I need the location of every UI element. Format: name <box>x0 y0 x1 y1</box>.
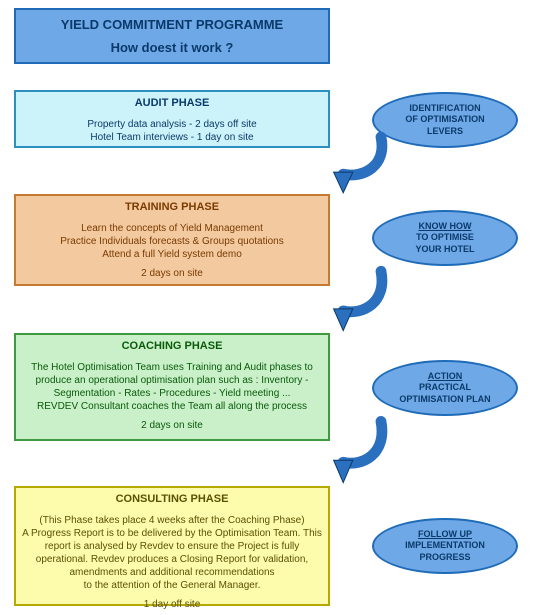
ellipse-action: ACTIONPRACTICALOPTIMISATION PLAN <box>372 360 518 416</box>
ellipse-line: PROGRESS <box>419 552 470 563</box>
phase-training: TRAINING PHASE Learn the concepts of Yie… <box>14 194 330 286</box>
phase-footer: 2 days on site <box>22 267 322 280</box>
ellipse-knowhow: KNOW HOWTO OPTIMISEYOUR HOTEL <box>372 210 518 266</box>
ellipse-line: PRACTICAL <box>419 382 471 393</box>
curved-arrow-icon <box>330 132 390 194</box>
ellipse-line: YOUR HOTEL <box>415 244 474 255</box>
phase-title: AUDIT PHASE <box>22 96 322 110</box>
ellipse-line: OPTIMISATION PLAN <box>399 394 490 405</box>
ellipse-line: TO OPTIMISE <box>416 232 474 243</box>
phase-body: (This Phase takes place 4 weeks after th… <box>22 514 322 592</box>
header-subtitle: How doest it work ? <box>111 40 234 55</box>
ellipse-line: LEVERS <box>427 126 463 137</box>
ellipse-line: OF OPTIMISATION <box>405 114 484 125</box>
header-title: YIELD COMMITMENT PROGRAMME <box>61 17 283 32</box>
phase-coaching: COACHING PHASE The Hotel Optimisation Te… <box>14 333 330 441</box>
phase-body: Learn the concepts of Yield ManagementPr… <box>22 222 322 261</box>
header-box: YIELD COMMITMENT PROGRAMME How doest it … <box>14 8 330 64</box>
phase-title: COACHING PHASE <box>22 339 322 353</box>
ellipse-identification: IDENTIFICATIONOF OPTIMISATIONLEVERS <box>372 92 518 148</box>
phase-title: TRAINING PHASE <box>22 200 322 214</box>
phase-body: The Hotel Optimisation Team uses Trainin… <box>22 361 322 413</box>
ellipse-line: IDENTIFICATION <box>409 103 480 114</box>
phase-title: CONSULTING PHASE <box>22 492 322 506</box>
ellipse-line: FOLLOW UP <box>418 529 472 540</box>
curved-arrow-icon <box>330 266 390 332</box>
phase-footer: 1 day off site <box>22 598 322 611</box>
curved-arrow-icon <box>330 416 390 484</box>
ellipse-followup: FOLLOW UPIMPLEMENTATIONPROGRESS <box>372 518 518 574</box>
phase-consulting: CONSULTING PHASE (This Phase takes place… <box>14 486 330 606</box>
phase-footer: 2 days on site <box>22 419 322 432</box>
phase-audit: AUDIT PHASE Property data analysis - 2 d… <box>14 90 330 148</box>
ellipse-line: KNOW HOW <box>419 221 472 232</box>
ellipse-line: ACTION <box>428 371 463 382</box>
phase-body: Property data analysis - 2 days off site… <box>22 118 322 144</box>
ellipse-line: IMPLEMENTATION <box>405 540 485 551</box>
